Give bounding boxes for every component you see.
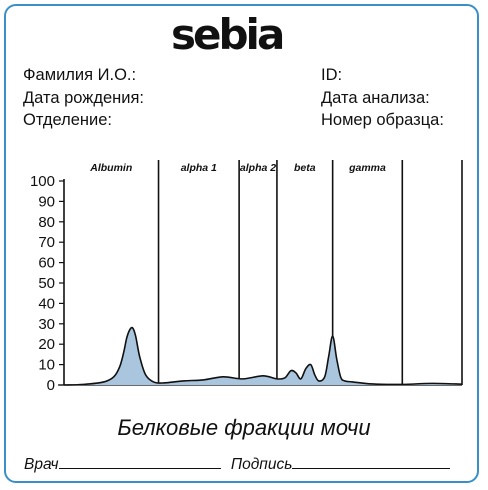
fraction-label: alpha 1 <box>181 162 217 174</box>
y-tick-label: 0 <box>47 377 55 394</box>
y-tick-label: 20 <box>38 336 55 353</box>
fraction-label: alpha 2 <box>240 162 276 174</box>
fraction-label: beta <box>294 162 316 174</box>
sebia-logo: sebia <box>171 10 285 59</box>
field-sample-number: Номер образца: <box>321 111 444 129</box>
y-tick-label: 50 <box>38 275 55 292</box>
y-tick-label: 80 <box>38 214 55 231</box>
fraction-label: gamma <box>348 162 386 174</box>
field-department: Отделение: <box>23 111 112 129</box>
field-analysis-date: Дата анализа: <box>321 89 430 107</box>
y-tick-label: 70 <box>38 234 55 251</box>
signature-row: Врач Подпись <box>24 454 451 473</box>
chart-title: Белковые фракции мочи <box>117 415 371 440</box>
signature-label: Подпись <box>230 456 293 473</box>
fraction-label: Albumin <box>89 162 132 174</box>
doctor-label: Врач <box>24 456 59 473</box>
doctor-line <box>58 454 221 469</box>
field-id: ID: <box>321 66 343 84</box>
report-card <box>4 4 479 483</box>
y-tick-label: 90 <box>38 193 55 210</box>
signature-line <box>292 454 451 469</box>
y-tick-label: 100 <box>30 173 55 190</box>
y-tick-label: 40 <box>38 295 55 312</box>
y-tick-label: 30 <box>38 316 55 333</box>
y-tick-label: 10 <box>38 357 55 374</box>
y-tick-label: 60 <box>38 255 55 272</box>
field-birth-date: Дата рождения: <box>23 89 144 107</box>
field-patient-name: Фамилия И.О.: <box>23 66 137 84</box>
curve-line <box>63 326 463 386</box>
